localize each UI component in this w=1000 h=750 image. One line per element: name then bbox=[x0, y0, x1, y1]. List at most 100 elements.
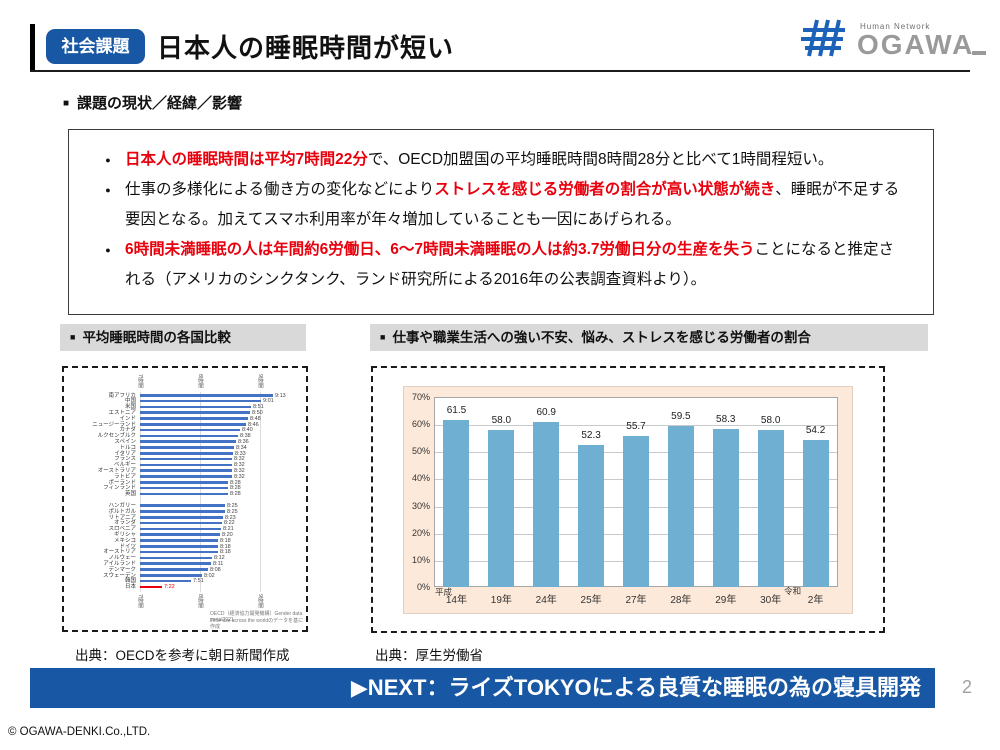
country-label: オーストラリア bbox=[97, 467, 136, 474]
left-panel-heading: ■ 平均睡眠時間の各国比較 bbox=[60, 324, 306, 351]
bar-value-label: 8:28 bbox=[230, 491, 241, 498]
grid-line bbox=[140, 392, 141, 592]
bullet-segment: 日本人の睡眠時間は平均7時間22分 bbox=[125, 151, 368, 168]
country-label: インド bbox=[119, 415, 136, 422]
bar bbox=[140, 452, 233, 455]
bar bbox=[140, 550, 218, 554]
bar-value-label: 8:18 bbox=[220, 537, 231, 544]
bar-value-label: 8:20 bbox=[222, 531, 233, 538]
stress-chart-box: 0% 10% 20% 30% 40% 50% 60% 70% 61.5 14年 58.0 19年 60.… bbox=[371, 366, 885, 633]
section-heading: ■ 課題の現状／経緯／影響 bbox=[63, 92, 242, 113]
era-label: 平成 bbox=[435, 587, 453, 597]
bar-value-label: 8:28 bbox=[230, 485, 241, 492]
category-badge: 社会課題 bbox=[46, 29, 145, 64]
bar bbox=[140, 399, 261, 403]
x-axis-label: 2年 bbox=[807, 595, 824, 606]
header-divider bbox=[30, 70, 970, 72]
bullet-segment: ことになると推定される（アメリカのシンクタンク、ランド研究所による2016年の公… bbox=[125, 241, 895, 288]
y-axis-tick: 60% bbox=[411, 419, 430, 430]
bar bbox=[140, 475, 232, 478]
bar bbox=[140, 579, 191, 583]
bar-value-label: 54.2 bbox=[805, 424, 826, 436]
bar-value-label: 8:25 bbox=[227, 502, 238, 509]
era-label: 令和 bbox=[784, 586, 802, 596]
country-label: 日本 bbox=[124, 584, 136, 591]
y-axis-tick: 70% bbox=[411, 392, 430, 402]
country-label: 中国 bbox=[124, 398, 136, 405]
bar bbox=[140, 434, 238, 438]
x-axis-label: 29年 bbox=[715, 595, 737, 606]
bar-value-label: 8:32 bbox=[234, 473, 245, 480]
bar bbox=[140, 492, 228, 496]
country-label: スウェーデン bbox=[102, 572, 136, 579]
country-label: オランダ bbox=[113, 520, 136, 527]
x-axis-label: 25年 bbox=[580, 595, 602, 606]
country-label: 韓国 bbox=[124, 578, 136, 585]
country-label: ギリシャ bbox=[113, 531, 136, 538]
country-label: ノルウェー bbox=[108, 555, 136, 562]
bar bbox=[623, 435, 649, 587]
bullet-segment: ストレスを感じる労働者の割合が高い状態が続き bbox=[434, 181, 776, 198]
bar bbox=[140, 556, 212, 560]
next-banner: ▶NEXT：ライズTOKYOによる良質な睡眠の為の寝具開発 bbox=[30, 668, 935, 708]
bar-value-label: 55.7 bbox=[626, 420, 646, 432]
bar bbox=[140, 568, 208, 571]
left-panel-heading-text: 平均睡眠時間の各国比較 bbox=[82, 330, 231, 345]
country-label: アイルランド bbox=[103, 560, 136, 567]
x-axis-tick: 9時間 bbox=[257, 594, 263, 609]
country-label: トルコ bbox=[119, 444, 136, 451]
square-bullet-icon: ■ bbox=[70, 332, 76, 342]
bar-value-label: 8:32 bbox=[234, 462, 245, 469]
bar bbox=[443, 420, 470, 587]
bar bbox=[140, 469, 232, 472]
country-label: ポーランド bbox=[108, 479, 136, 486]
bar-value-label: 60.9 bbox=[536, 406, 556, 418]
bar-value-label: 52.3 bbox=[581, 430, 601, 442]
country-label: 英国 bbox=[124, 491, 136, 498]
bar-value-label: 7:22 bbox=[164, 584, 175, 591]
y-axis-tick: 40% bbox=[411, 473, 430, 484]
x-axis-label: 28年 bbox=[670, 595, 692, 606]
y-axis-tick: 50% bbox=[411, 446, 430, 457]
bar bbox=[533, 421, 560, 587]
bar-value-label: 8:08 bbox=[210, 566, 221, 573]
country-label: エストニア bbox=[108, 409, 136, 416]
country-label: イタリア bbox=[114, 450, 136, 457]
overview-box: ● 日本人の睡眠時間は平均7時間22分で、OECD加盟国の平均睡眠時間8時間28分… bbox=[68, 129, 934, 315]
bar bbox=[140, 585, 162, 589]
y-axis-tick: 10% bbox=[411, 554, 430, 565]
country-label: ニュージーランド bbox=[92, 421, 136, 428]
bar-value-label: 8:28 bbox=[230, 479, 241, 486]
bar-value-label: 8:32 bbox=[234, 456, 245, 463]
bullet-icon: ● bbox=[105, 155, 111, 165]
bar bbox=[140, 428, 240, 432]
bar-value-label: 8:46 bbox=[248, 421, 259, 428]
bar bbox=[140, 440, 236, 443]
chart-source-note: OECD（経済協力開発機構）Gender data portal2021 bbox=[210, 611, 303, 623]
grid-line bbox=[200, 392, 201, 592]
country-label: 南アフリカ bbox=[108, 392, 136, 399]
country-label: ポルトガル bbox=[108, 508, 136, 515]
bar-value-label: 8:48 bbox=[250, 415, 261, 422]
bar bbox=[712, 428, 739, 587]
bar-value-label: 59.5 bbox=[671, 410, 691, 422]
logo-name: OGAWA bbox=[857, 29, 975, 60]
overview-bullets: ● 日本人の睡眠時間は平均7時間22分で、OECD加盟国の平均睡眠時間8時間28分… bbox=[91, 145, 907, 295]
y-axis-tick: 0% bbox=[416, 582, 430, 592]
y-axis-tick: 20% bbox=[411, 527, 430, 538]
bar-value-label: 9:01 bbox=[263, 398, 274, 405]
bar bbox=[140, 516, 223, 519]
section-heading-text: 課題の現状／経緯／影響 bbox=[77, 95, 243, 112]
country-label: カナダ bbox=[119, 427, 136, 434]
bar bbox=[140, 527, 221, 531]
bar bbox=[140, 510, 225, 513]
stress-chart: 0% 10% 20% 30% 40% 50% 60% 70% 61.5 14年 58.0 19年 60.… bbox=[403, 386, 853, 614]
ogawa-logo-icon bbox=[800, 17, 850, 64]
grid-line bbox=[435, 425, 837, 427]
logo-tagline: Human Network bbox=[860, 22, 931, 31]
bar bbox=[578, 445, 605, 587]
bar-value-label: 8:18 bbox=[220, 543, 231, 550]
company-logo: Human Network OGAWA bbox=[800, 17, 986, 64]
bar bbox=[140, 521, 222, 525]
bar-value-label: 8:50 bbox=[252, 409, 263, 416]
